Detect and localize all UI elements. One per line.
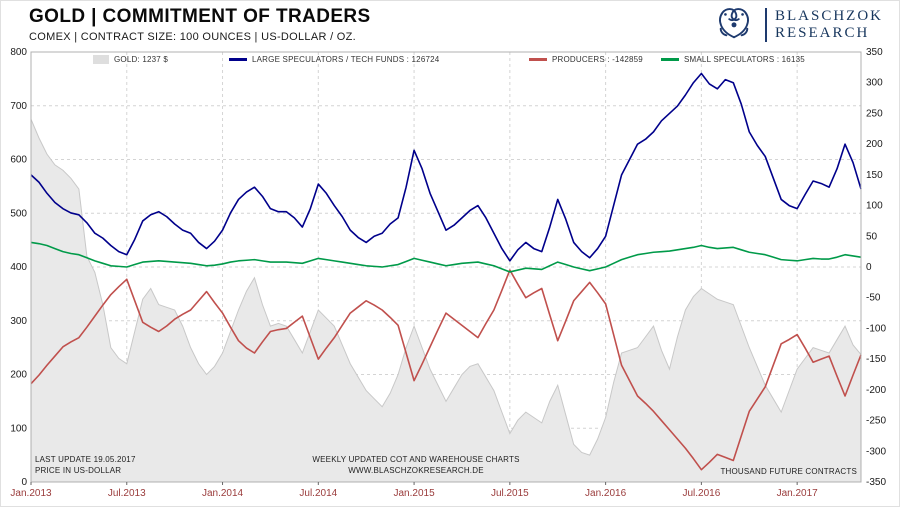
svg-text:Jan.2017: Jan.2017 xyxy=(777,488,819,499)
svg-text:300: 300 xyxy=(10,316,27,327)
legend-item-producers: PRODUCERS : -142859 xyxy=(529,55,643,64)
svg-text:Jul.2016: Jul.2016 xyxy=(682,488,720,499)
last-update-text: LAST UPDATE 19.05.2017 xyxy=(35,455,136,464)
legend-label-small-speculators: SMALL SPECULATORS : 16135 xyxy=(684,55,805,64)
producers-line-swatch xyxy=(529,58,547,61)
svg-text:50: 50 xyxy=(866,231,878,242)
gold-area-swatch xyxy=(93,55,109,64)
svg-text:-150: -150 xyxy=(866,354,886,365)
legend-item-gold: GOLD: 1237 $ xyxy=(93,55,168,64)
svg-text:150: 150 xyxy=(866,170,883,181)
cot-chart-canvas: 0100200300400500600700800-350-300-250-20… xyxy=(10,47,886,499)
svg-text:-350: -350 xyxy=(866,477,886,488)
weekly-update-text: WEEKLY UPDATED COT AND WAREHOUSE CHARTS xyxy=(312,455,520,464)
chart-header: GOLD | COMMITMENT OF TRADERS COMEX | CON… xyxy=(1,1,899,47)
svg-text:500: 500 xyxy=(10,208,27,219)
svg-text:300: 300 xyxy=(866,78,883,89)
blaschzok-emblem-icon xyxy=(711,3,757,46)
svg-text:-200: -200 xyxy=(866,385,886,396)
page-subtitle: COMEX | CONTRACT SIZE: 100 OUNCES | US-D… xyxy=(29,31,357,43)
svg-text:200: 200 xyxy=(866,139,883,150)
legend-label-producers: PRODUCERS : -142859 xyxy=(552,55,643,64)
contracts-unit-text: THOUSAND FUTURE CONTRACTS xyxy=(720,467,857,476)
svg-text:-50: -50 xyxy=(866,293,881,304)
svg-text:Jul.2014: Jul.2014 xyxy=(299,488,337,499)
svg-text:Jan.2015: Jan.2015 xyxy=(393,488,435,499)
price-unit-text: PRICE IN US-DOLLAR xyxy=(35,466,122,475)
svg-text:Jan.2016: Jan.2016 xyxy=(585,488,627,499)
annotation-bottom-right: THOUSAND FUTURE CONTRACTS xyxy=(720,466,857,477)
svg-text:700: 700 xyxy=(10,101,27,112)
svg-text:-100: -100 xyxy=(866,323,886,334)
website-text: WWW.BLASCHZOKRESEARCH.DE xyxy=(348,466,484,475)
logo-line2: RESEARCH xyxy=(774,24,870,41)
svg-text:400: 400 xyxy=(10,262,27,273)
logo-line1: BLASCHZOK xyxy=(774,7,883,24)
svg-text:100: 100 xyxy=(10,423,27,434)
svg-text:Jan.2014: Jan.2014 xyxy=(202,488,244,499)
legend-item-large-speculators: LARGE SPECULATORS / TECH FUNDS : 126724 xyxy=(229,55,439,64)
cot-chart: 0 100 200 300 400 500 600 700 800 -350 -300 -250 -20… xyxy=(1,47,900,508)
svg-text:350: 350 xyxy=(866,47,883,58)
svg-text:Jul.2013: Jul.2013 xyxy=(108,488,146,499)
svg-text:100: 100 xyxy=(866,201,883,212)
svg-text:-250: -250 xyxy=(866,416,886,427)
svg-text:600: 600 xyxy=(10,155,27,166)
svg-text:Jul.2015: Jul.2015 xyxy=(491,488,529,499)
page-title: GOLD | COMMITMENT OF TRADERS xyxy=(29,6,371,27)
blaschzok-logo: BLASCHZOK RESEARCH xyxy=(711,3,883,46)
legend-label-large-speculators: LARGE SPECULATORS / TECH FUNDS : 126724 xyxy=(252,55,440,64)
legend-label-gold: GOLD: 1237 $ xyxy=(114,55,168,64)
svg-text:0: 0 xyxy=(21,477,27,488)
svg-text:Jan.2013: Jan.2013 xyxy=(10,488,52,499)
svg-text:-300: -300 xyxy=(866,446,886,457)
svg-text:200: 200 xyxy=(10,370,27,381)
annotation-bottom-center: WEEKLY UPDATED COT AND WAREHOUSE CHARTS … xyxy=(291,454,541,476)
large-speculators-line-swatch xyxy=(229,58,247,61)
small-speculators-line-swatch xyxy=(661,58,679,61)
svg-text:250: 250 xyxy=(866,108,883,119)
svg-text:800: 800 xyxy=(10,47,27,58)
legend-item-small-speculators: SMALL SPECULATORS : 16135 xyxy=(661,55,805,64)
logo-divider xyxy=(764,7,767,42)
annotation-bottom-left: LAST UPDATE 19.05.2017 PRICE IN US-DOLLA… xyxy=(35,454,136,476)
logo-text: BLASCHZOK RESEARCH xyxy=(775,8,883,42)
svg-text:0: 0 xyxy=(866,262,872,273)
